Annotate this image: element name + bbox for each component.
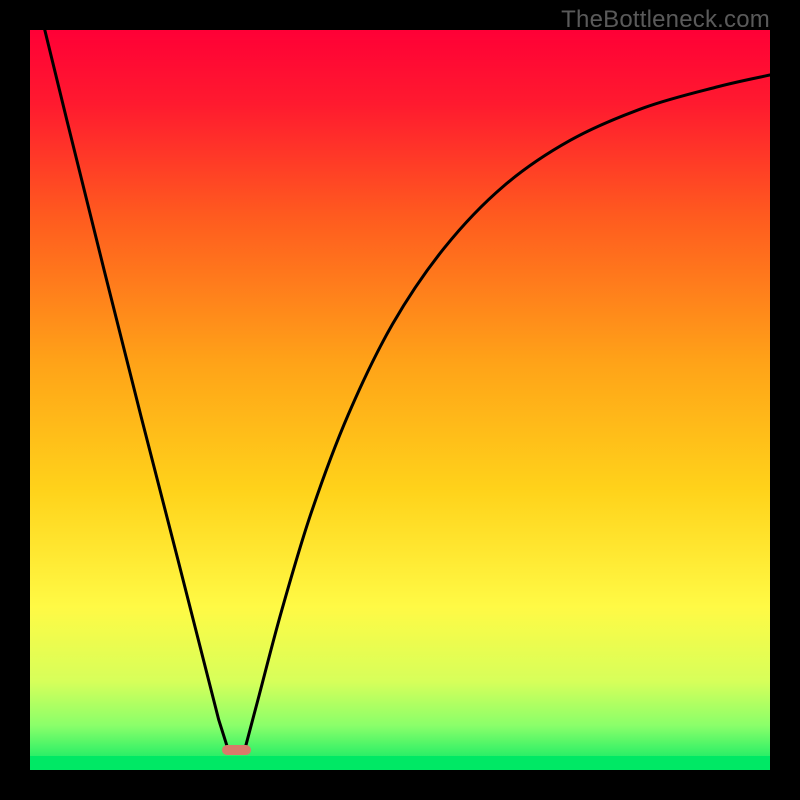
optimal-zone-strip [30, 756, 770, 770]
chart-container: TheBottleneck.com [0, 0, 800, 800]
curve-left-branch [45, 30, 229, 750]
curve-right-branch [245, 75, 770, 750]
bottleneck-curve [30, 30, 770, 770]
plot-area [30, 30, 770, 770]
current-config-marker [222, 745, 250, 755]
